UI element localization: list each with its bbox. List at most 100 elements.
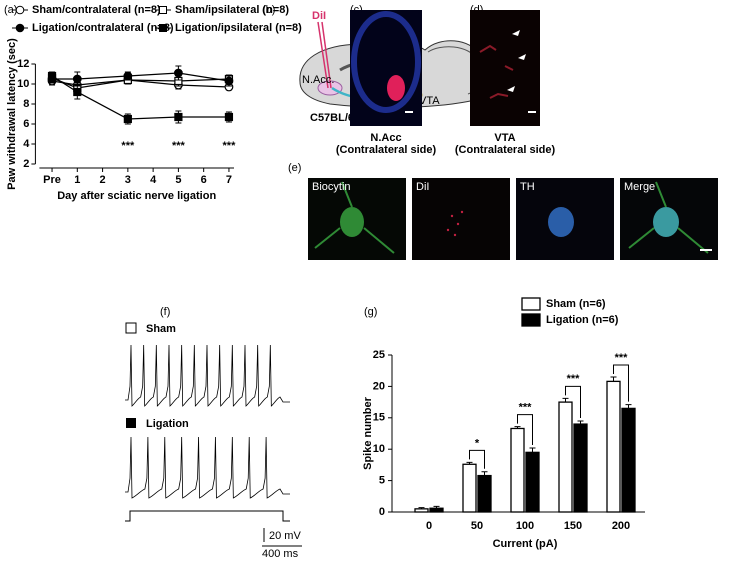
panel-label: (b) <box>262 4 275 16</box>
y-tick-label: 10 <box>373 443 385 455</box>
marker <box>174 112 183 122</box>
caption: (Contralateral side) <box>336 144 437 156</box>
error-bar <box>481 471 488 476</box>
probe-label: DiI <box>312 10 326 22</box>
bar <box>414 508 429 513</box>
tissue-outline <box>351 11 421 113</box>
error-bar <box>514 426 521 429</box>
caption: VTA <box>494 132 515 144</box>
legend-marker <box>15 23 25 33</box>
y-axis-label: Spike number <box>362 396 374 469</box>
y-tick-label: 6 <box>23 118 29 130</box>
x-tick-label: 1 <box>74 174 80 186</box>
significance-label: *** <box>519 401 533 413</box>
significance-label: *** <box>615 352 629 364</box>
bar <box>621 407 636 513</box>
scale-label: 20 mV <box>269 530 301 542</box>
bar <box>573 423 588 513</box>
caption: (Contralateral side) <box>455 144 556 156</box>
error-bar <box>625 404 632 409</box>
labeled-cells <box>479 44 514 99</box>
significance-bracket <box>469 449 485 469</box>
significance-bracket <box>613 364 629 402</box>
x-tick-label: 5 <box>175 174 181 186</box>
voltage-trace <box>125 436 290 499</box>
y-tick-label: 10 <box>17 78 29 90</box>
micrograph <box>470 10 540 126</box>
micrograph-row <box>308 178 718 260</box>
panel-label: (f) <box>160 306 170 318</box>
y-tick-label: 15 <box>373 412 385 424</box>
voltage-trace <box>125 344 290 407</box>
marker <box>173 68 183 78</box>
scale-label: 400 ms <box>262 548 299 560</box>
region-label: VTA <box>419 95 440 107</box>
legend-swatch <box>521 313 541 327</box>
y-tick-label: 5 <box>379 475 385 487</box>
group-label: Ligation <box>146 418 189 430</box>
error-bar <box>562 397 569 403</box>
x-tick-label: 50 <box>471 520 483 532</box>
error-bar <box>466 461 473 465</box>
error-bar <box>529 447 536 453</box>
bar <box>558 401 573 513</box>
x-axis-label: Day after sciatic nerve ligation <box>57 190 216 202</box>
significance-label: *** <box>223 140 237 152</box>
x-tick-label: 150 <box>564 520 582 532</box>
x-tick-label: 200 <box>612 520 630 532</box>
y-tick-label: 2 <box>23 158 29 170</box>
group-label: Sham <box>146 323 176 335</box>
y-tick-label: 20 <box>373 380 385 392</box>
x-tick-label: 100 <box>516 520 534 532</box>
x-tick-label: 7 <box>226 174 232 186</box>
stimulus-trace <box>125 510 290 522</box>
legend-label: Sham (n=6) <box>546 298 606 310</box>
y-tick-label: 4 <box>23 138 30 150</box>
legend-label: Ligation/ipsilateral (n=8) <box>175 22 302 34</box>
y-tick-label: 12 <box>17 58 29 70</box>
channel-label: DiI <box>416 181 429 193</box>
panel-label: (e) <box>288 162 301 174</box>
marker <box>73 87 82 97</box>
bar <box>462 463 477 513</box>
panel-label: (a) <box>4 4 17 16</box>
panel-label: (g) <box>364 306 377 318</box>
caption: N.Acc <box>370 132 401 144</box>
y-tick-label: 25 <box>373 349 385 361</box>
error-bar <box>433 505 440 509</box>
bar <box>429 507 444 513</box>
marker <box>47 71 57 81</box>
bar <box>525 451 540 513</box>
channel-label: TH <box>520 181 535 193</box>
x-tick-label: 4 <box>150 174 157 186</box>
y-tick-label: 0 <box>379 506 385 518</box>
x-tick-label: 6 <box>201 174 207 186</box>
significance-label: *** <box>172 140 186 152</box>
legend-label: Sham/contralateral (n=8) <box>32 4 161 16</box>
marker <box>224 76 234 86</box>
error-bar <box>418 507 425 509</box>
bar <box>606 380 621 513</box>
bar <box>510 427 525 513</box>
region-label: N.Acc. <box>302 74 334 86</box>
significance-label: *** <box>121 140 135 152</box>
marker <box>224 112 234 122</box>
legend-swatch <box>126 418 136 428</box>
bar <box>477 474 492 513</box>
x-tick-label: 3 <box>125 174 131 186</box>
legend-label: Ligation/contralateral (n=8) <box>32 22 174 34</box>
legend-marker <box>15 5 25 15</box>
x-axis-label: Current (pA) <box>493 538 558 550</box>
significance-label: * <box>475 437 480 449</box>
significance-bracket <box>517 414 533 445</box>
x-tick-label: 0 <box>426 520 432 532</box>
error-bar <box>610 376 617 382</box>
x-tick-label: Pre <box>43 174 61 186</box>
legend-swatch <box>521 297 541 311</box>
legend-marker <box>159 24 167 32</box>
significance-label: *** <box>567 373 581 385</box>
error-bar <box>577 420 584 425</box>
marker <box>72 74 82 84</box>
legend-swatch <box>125 322 137 334</box>
